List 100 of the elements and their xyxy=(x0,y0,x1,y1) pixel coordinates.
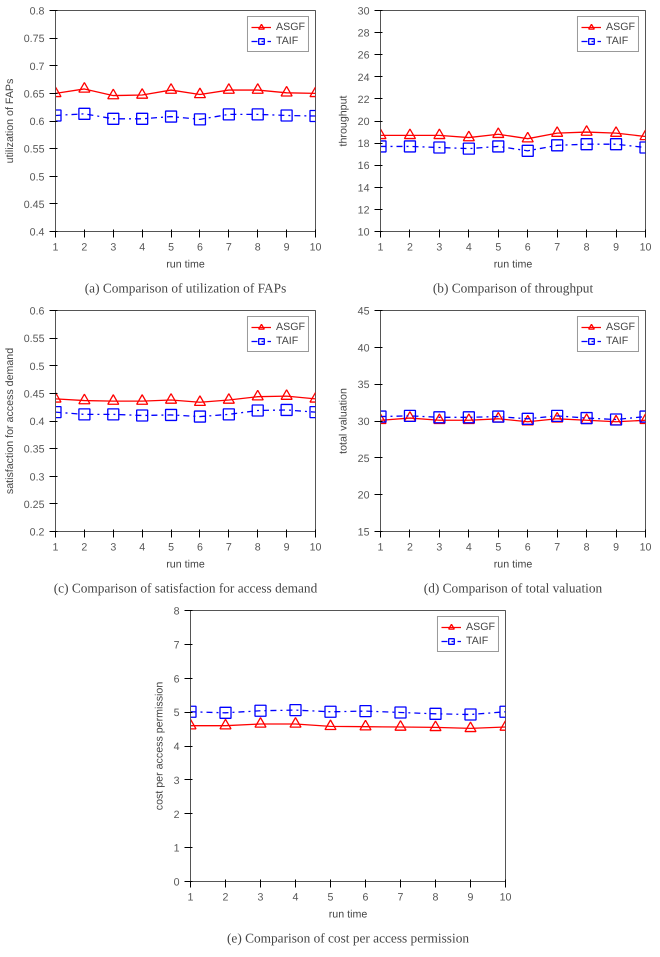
x-tick-label: 8 xyxy=(584,542,590,554)
x-axis-title: run time xyxy=(494,258,532,270)
y-axis-title: utilization of FAPs xyxy=(4,78,16,164)
y-tick-label: 24 xyxy=(358,72,370,84)
y-tick-label: 0.4 xyxy=(30,416,45,428)
y-tick-label: 20 xyxy=(358,490,370,502)
x-tick-label: 3 xyxy=(110,542,116,554)
x-tick-label: 1 xyxy=(378,542,384,554)
y-tick-label: 0.45 xyxy=(24,198,45,211)
y-tick-label: 0.35 xyxy=(24,444,45,456)
y-tick-label: 0.8 xyxy=(30,6,45,18)
y-tick-label: 0.7 xyxy=(30,60,45,73)
y-tick-label: 30 xyxy=(358,6,370,18)
text: (e) Comparison of cost per access permission xyxy=(226,930,470,946)
x-tick-label: 10 xyxy=(640,242,652,254)
y-tick-label: 8 xyxy=(174,606,180,618)
x-tick-label: 7 xyxy=(398,892,404,904)
x-tick-label: 2 xyxy=(406,542,413,554)
y-tick-label: 40 xyxy=(358,342,370,354)
y-tick-label: 0.5 xyxy=(30,171,45,184)
legend-label: ASGF xyxy=(276,320,305,334)
y-tick-label: 22 xyxy=(358,94,370,106)
y-tick-label: 0 xyxy=(174,876,180,888)
x-tick-label: 10 xyxy=(310,542,322,554)
text: (c) Comparison of satisfaction for access demand xyxy=(54,580,318,596)
x-tick-label: 7 xyxy=(226,242,232,254)
legend-label: ASGF xyxy=(276,20,305,34)
x-tick-label: 5 xyxy=(328,892,334,904)
x-tick-label: 7 xyxy=(554,242,560,254)
x-tick-label: 1 xyxy=(52,542,59,554)
x-tick-label: 10 xyxy=(500,892,512,904)
x-tick-label: 6 xyxy=(524,242,531,254)
y-tick-label: 0.25 xyxy=(24,498,45,511)
x-tick-label: 9 xyxy=(284,242,290,254)
y-tick-label: 0.75 xyxy=(24,33,45,46)
y-axis-title: cost per access permission xyxy=(154,682,166,810)
x-tick-label: 9 xyxy=(613,542,620,554)
x-tick-label: 6 xyxy=(196,242,203,254)
y-tick-label: 0.4 xyxy=(30,226,45,238)
x-tick-label: 8 xyxy=(584,242,590,254)
y-tick-label: 18 xyxy=(358,138,370,150)
x-tick-label: 1 xyxy=(378,242,384,254)
y-tick-label: 28 xyxy=(358,28,370,40)
y-tick-label: 14 xyxy=(358,182,370,194)
y-tick-label: 6 xyxy=(174,673,180,686)
x-tick-label: 4 xyxy=(466,242,472,254)
x-tick-label: 8 xyxy=(254,542,261,554)
x-tick-label: 5 xyxy=(495,242,502,254)
x-axis-title: run time xyxy=(166,558,205,570)
y-tick-label: 12 xyxy=(358,204,370,216)
y-tick-label: 20 xyxy=(358,116,370,128)
x-tick-label: 1 xyxy=(52,242,59,254)
x-tick-label: 9 xyxy=(613,242,620,254)
y-tick-label: 4 xyxy=(174,741,180,753)
x-tick-label: 3 xyxy=(436,542,442,554)
x-tick-label: 5 xyxy=(495,542,502,554)
x-tick-label: 4 xyxy=(139,242,146,254)
y-tick-label: 0.45 xyxy=(24,388,45,400)
x-tick-label: 4 xyxy=(466,542,472,554)
y-tick-label: 26 xyxy=(358,50,370,62)
legend-label: ASGF xyxy=(606,320,635,334)
text: (d) Comparison of total valuation xyxy=(424,580,603,596)
y-axis-title: satisfaction for access demand xyxy=(4,348,16,494)
y-tick-label: 16 xyxy=(358,160,370,172)
x-tick-label: 8 xyxy=(432,892,439,904)
y-axis-title: total valuation xyxy=(338,388,350,454)
y-tick-label: 5 xyxy=(174,707,180,720)
y-tick-label: 7 xyxy=(174,639,180,652)
x-tick-label: 7 xyxy=(226,542,232,554)
legend-label: TAIF xyxy=(276,34,298,48)
y-tick-label: 1 xyxy=(174,842,180,855)
x-axis-title: run time xyxy=(328,908,368,920)
y-tick-label: 0.6 xyxy=(30,116,45,128)
x-tick-label: 7 xyxy=(554,542,560,554)
y-tick-label: 10 xyxy=(358,226,370,238)
x-tick-label: 2 xyxy=(222,892,229,904)
legend-label: TAIF xyxy=(606,334,628,348)
y-tick-label: 0.55 xyxy=(24,144,45,156)
x-tick-label: 8 xyxy=(254,242,261,254)
y-tick-label: 0.65 xyxy=(24,88,45,100)
x-tick-label: 9 xyxy=(284,542,290,554)
y-tick-label: 0.6 xyxy=(30,306,45,318)
x-tick-label: 3 xyxy=(436,242,442,254)
y-tick-label: 0.3 xyxy=(30,471,45,484)
y-tick-label: 25 xyxy=(358,452,370,465)
y-tick-label: 15 xyxy=(358,526,370,538)
legend-label: TAIF xyxy=(466,634,488,648)
x-tick-label: 6 xyxy=(524,542,531,554)
legend-label: TAIF xyxy=(276,334,298,348)
y-tick-label: 45 xyxy=(358,306,370,318)
legend-label: ASGF xyxy=(606,20,635,34)
x-tick-label: 2 xyxy=(81,542,88,554)
x-tick-label: 2 xyxy=(406,242,413,254)
x-tick-label: 3 xyxy=(110,242,116,254)
x-tick-label: 2 xyxy=(81,242,88,254)
x-tick-label: 4 xyxy=(139,542,146,554)
x-tick-label: 6 xyxy=(196,542,203,554)
x-tick-label: 9 xyxy=(468,892,474,904)
x-tick-label: 10 xyxy=(640,542,652,554)
text: (b) Comparison of throughput xyxy=(432,280,594,296)
